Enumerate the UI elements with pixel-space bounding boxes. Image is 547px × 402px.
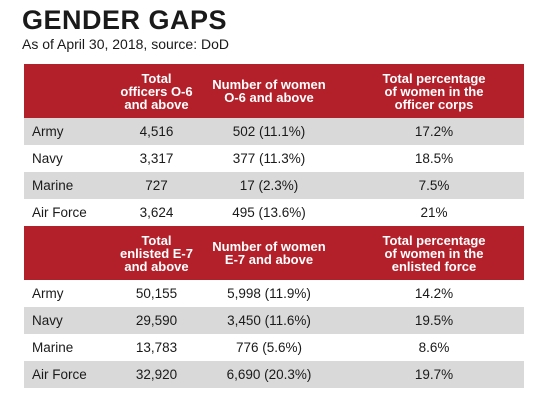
page-title: GENDER GAPS bbox=[22, 5, 228, 35]
total-cell: 3,624 bbox=[139, 205, 174, 220]
pct-cell: 19.7% bbox=[414, 367, 454, 382]
women-cell: 377 (11.3%) bbox=[232, 151, 306, 166]
women-cell: 3,450 (11.6%) bbox=[227, 313, 311, 328]
branch-cell: Navy bbox=[32, 313, 63, 328]
total-cell: 29,590 bbox=[135, 313, 178, 328]
pct-cell: 17.2% bbox=[414, 124, 454, 139]
table-row: Air Force 3,624 495 (13.6%) 21% bbox=[24, 199, 524, 226]
pct-cell: 21% bbox=[420, 205, 448, 220]
pct-cell: 7.5% bbox=[418, 178, 450, 193]
page-subtitle: As of April 30, 2018, source: DoD bbox=[22, 36, 229, 52]
branch-cell: Navy bbox=[32, 151, 63, 166]
total-cell: 50,155 bbox=[135, 286, 178, 301]
table-row: Army 50,155 5,998 (11.9%) 14.2% bbox=[24, 280, 524, 307]
table-row: Navy 29,590 3,450 (11.6%) 19.5% bbox=[24, 307, 524, 334]
header-women-enlisted: Number of women E-7 and above bbox=[212, 239, 326, 267]
pct-cell: 19.5% bbox=[414, 313, 454, 328]
header-total-officers: Total officers O-6 and above bbox=[120, 70, 193, 112]
header-total-enlisted: Total enlisted E-7 and above bbox=[120, 232, 193, 274]
header-women-officers: Number of women O-6 and above bbox=[212, 77, 326, 105]
pct-cell: 8.6% bbox=[418, 340, 450, 355]
pct-cell: 18.5% bbox=[414, 151, 454, 166]
total-cell: 3,317 bbox=[139, 151, 174, 166]
table-row: Marine 727 17 (2.3%) 7.5% bbox=[24, 172, 524, 199]
women-cell: 6,690 (20.3%) bbox=[226, 367, 312, 382]
enlisted-table: Total enlisted E-7 and above Number of w… bbox=[24, 226, 524, 388]
table-row: Air Force 32,920 6,690 (20.3%) 19.7% bbox=[24, 361, 524, 388]
total-cell: 13,783 bbox=[135, 340, 178, 355]
branch-cell: Army bbox=[32, 124, 64, 139]
total-cell: 4,516 bbox=[139, 124, 174, 139]
branch-cell: Army bbox=[32, 286, 64, 301]
header-pct-enlisted: Total percentage of women in the enliste… bbox=[382, 232, 486, 274]
women-cell: 5,998 (11.9%) bbox=[227, 286, 311, 301]
table-row: Marine 13,783 776 (5.6%) 8.6% bbox=[24, 334, 524, 361]
branch-cell: Air Force bbox=[32, 367, 87, 382]
women-cell: 495 (13.6%) bbox=[232, 205, 306, 220]
women-cell: 776 (5.6%) bbox=[235, 340, 303, 355]
header-pct-officers: Total percentage of women in the officer… bbox=[382, 70, 486, 112]
table-row: Army 4,516 502 (11.1%) 17.2% bbox=[24, 118, 524, 145]
branch-cell: Marine bbox=[32, 340, 74, 355]
pct-cell: 14.2% bbox=[414, 286, 454, 301]
enlisted-header-row: Total enlisted E-7 and above Number of w… bbox=[24, 226, 524, 280]
women-cell: 502 (11.1%) bbox=[232, 124, 306, 139]
officers-header-row: Total officers O-6 and above Number of w… bbox=[24, 64, 524, 118]
table-row: Navy 3,317 377 (11.3%) 18.5% bbox=[24, 145, 524, 172]
branch-cell: Air Force bbox=[32, 205, 87, 220]
total-cell: 32,920 bbox=[135, 367, 178, 382]
officers-table: Total officers O-6 and above Number of w… bbox=[24, 64, 524, 226]
branch-cell: Marine bbox=[32, 178, 74, 193]
women-cell: 17 (2.3%) bbox=[239, 178, 299, 193]
total-cell: 727 bbox=[145, 178, 168, 193]
